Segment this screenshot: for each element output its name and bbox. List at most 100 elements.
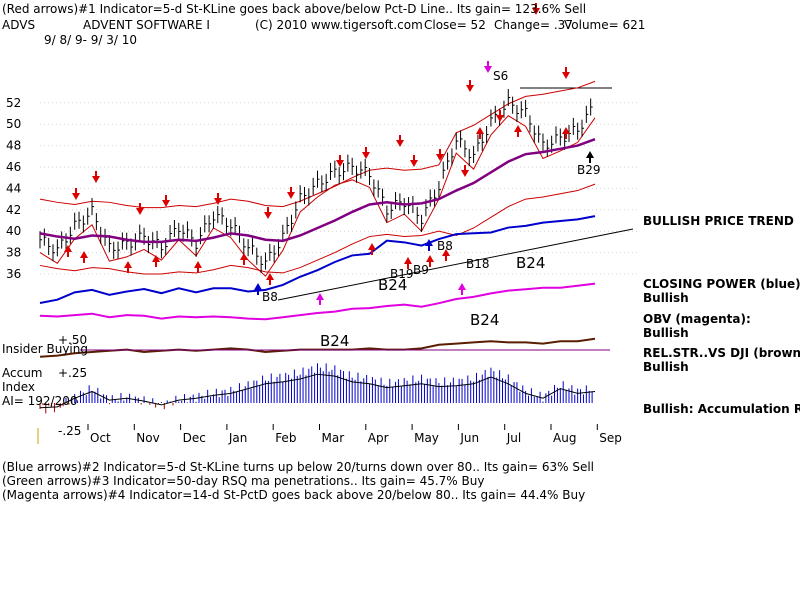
relative-strength-line	[39, 337, 610, 358]
buy-arrow	[562, 127, 570, 134]
rel-strength-title: REL.STR..VS DJI (brown):	[643, 346, 800, 360]
price-grid	[40, 102, 640, 275]
obv-line	[39, 282, 596, 321]
x-tick-label: Apr	[368, 431, 389, 445]
sell-arrow	[461, 170, 469, 177]
buy-arrow	[152, 255, 160, 262]
ai-tick-plus25: +.25	[58, 366, 88, 380]
signal-label-b8a: B8	[262, 290, 278, 304]
x-tick-label: Mar	[322, 431, 345, 445]
y-tick-label: 42	[6, 203, 21, 217]
x-tick-label: Sep	[599, 431, 622, 445]
sell-arrow	[484, 66, 492, 73]
buy-arrow	[514, 125, 522, 132]
signal-label-b8b: B8	[437, 239, 453, 253]
buy-arrow	[476, 127, 484, 134]
buy-arrow	[316, 293, 324, 300]
sell-arrow	[496, 115, 504, 122]
x-tick-label: Feb	[275, 431, 296, 445]
rel-strength-status: Bullish	[643, 360, 689, 374]
buy-arrow	[586, 151, 594, 158]
buy-arrow	[254, 283, 262, 290]
accum-label: Accum	[2, 366, 43, 380]
inner-band	[39, 114, 596, 277]
closing-power-title: CLOSING POWER (blue):	[643, 277, 800, 291]
buy-arrow	[425, 239, 433, 246]
footer-indicator-4: (Magenta arrows)#4 Indicator=14-d St-Pct…	[2, 488, 586, 502]
y-tick-label: 50	[6, 117, 21, 131]
y-tick-label: 52	[6, 96, 21, 110]
signal-label-b29: B29	[577, 163, 601, 177]
buy-arrow	[194, 261, 202, 268]
bollinger-bands	[39, 80, 596, 277]
buy-arrow	[266, 273, 274, 280]
buy-arrow	[240, 253, 248, 260]
sell-arrow	[214, 198, 222, 205]
signal-label-b24-price: B24	[516, 254, 545, 272]
y-tick-label: 36	[6, 267, 21, 281]
y-tick-label: 44	[6, 181, 21, 195]
accumulation-histogram	[39, 363, 596, 414]
accumulation-status: Bullish: Accumulation Rising	[643, 402, 800, 416]
volume-value: Volume= 621	[564, 18, 646, 32]
signal-label-b24-cp: B24	[378, 276, 407, 294]
sell-arrow	[162, 200, 170, 207]
insider-buying-label: Insider Buying	[2, 342, 88, 356]
sell-arrow	[410, 160, 418, 167]
y-tick-label: 46	[6, 160, 21, 174]
sell-arrow	[136, 208, 144, 215]
buy-arrow	[64, 245, 72, 252]
x-tick-label: Aug	[553, 431, 576, 445]
signal-labels: S6 B29 B8 B8 B19 B9 B18 B24 B24 B24 B24	[262, 69, 601, 350]
signal-label-b24-obv: B24	[470, 311, 499, 329]
obv-status: Bullish	[643, 326, 689, 340]
ai-tick-minus25: -.25	[58, 424, 82, 438]
trend-label: BULLISH PRICE TREND	[643, 214, 794, 228]
sell-arrow	[532, 8, 540, 15]
x-tick-label: Oct	[90, 431, 111, 445]
header-indicator-1: (Red arrows)#1 Indicator=5-d St-KLine go…	[2, 2, 587, 16]
sell-arrow	[72, 193, 80, 200]
sell-arrow	[287, 192, 295, 199]
x-tick-label: Jun	[459, 431, 479, 445]
buy-arrow	[124, 261, 132, 268]
x-tick-label: Jul	[506, 431, 521, 445]
signal-arrows	[64, 3, 594, 305]
sell-arrow	[92, 176, 100, 183]
closing-power-status: Bullish	[643, 291, 689, 305]
ma50-line	[39, 138, 596, 244]
signal-label-s6: S6	[493, 69, 508, 83]
index-label: Index	[2, 380, 36, 394]
sell-arrow	[466, 85, 474, 92]
footer-indicator-3: (Green arrows)#3 Indicator=50-day RSQ ma…	[2, 474, 485, 488]
price-axis-ticks: 36 38 40 42 44 46 48 50 52	[6, 96, 21, 281]
buy-arrow	[368, 243, 376, 250]
upper-band	[39, 80, 596, 209]
sell-arrow	[362, 152, 370, 159]
obv-line	[39, 282, 596, 321]
x-tick-label: Dec	[183, 431, 206, 445]
date-range: 9/ 8/ 9- 9/ 3/ 10	[44, 33, 138, 47]
sell-arrow	[396, 140, 404, 147]
buy-arrow	[404, 257, 412, 264]
sell-arrow	[562, 72, 570, 79]
closing-power-line	[39, 215, 596, 304]
company-name: ADVENT SOFTWARE I	[83, 18, 210, 32]
closing-power-line	[39, 215, 596, 304]
month-axis-ticks: Oct Nov Dec Jan Feb Mar Apr May Jun Jul Aug Sep	[37, 424, 622, 445]
accum-ma-line	[39, 373, 596, 409]
ma50-line	[39, 138, 596, 244]
y-tick-label: 38	[6, 246, 21, 260]
ticker-symbol: ADVS	[2, 18, 36, 32]
ai-tick-plus50: +.50	[58, 333, 88, 347]
sell-arrow	[336, 160, 344, 167]
sell-arrow	[264, 212, 272, 219]
buy-arrow	[458, 283, 466, 290]
obv-title: OBV (magenta):	[643, 312, 751, 326]
trendline	[277, 228, 634, 301]
y-tick-label: 48	[6, 139, 21, 153]
price-bars	[39, 88, 593, 273]
buy-arrow	[442, 249, 450, 256]
x-tick-label: Jan	[228, 431, 248, 445]
